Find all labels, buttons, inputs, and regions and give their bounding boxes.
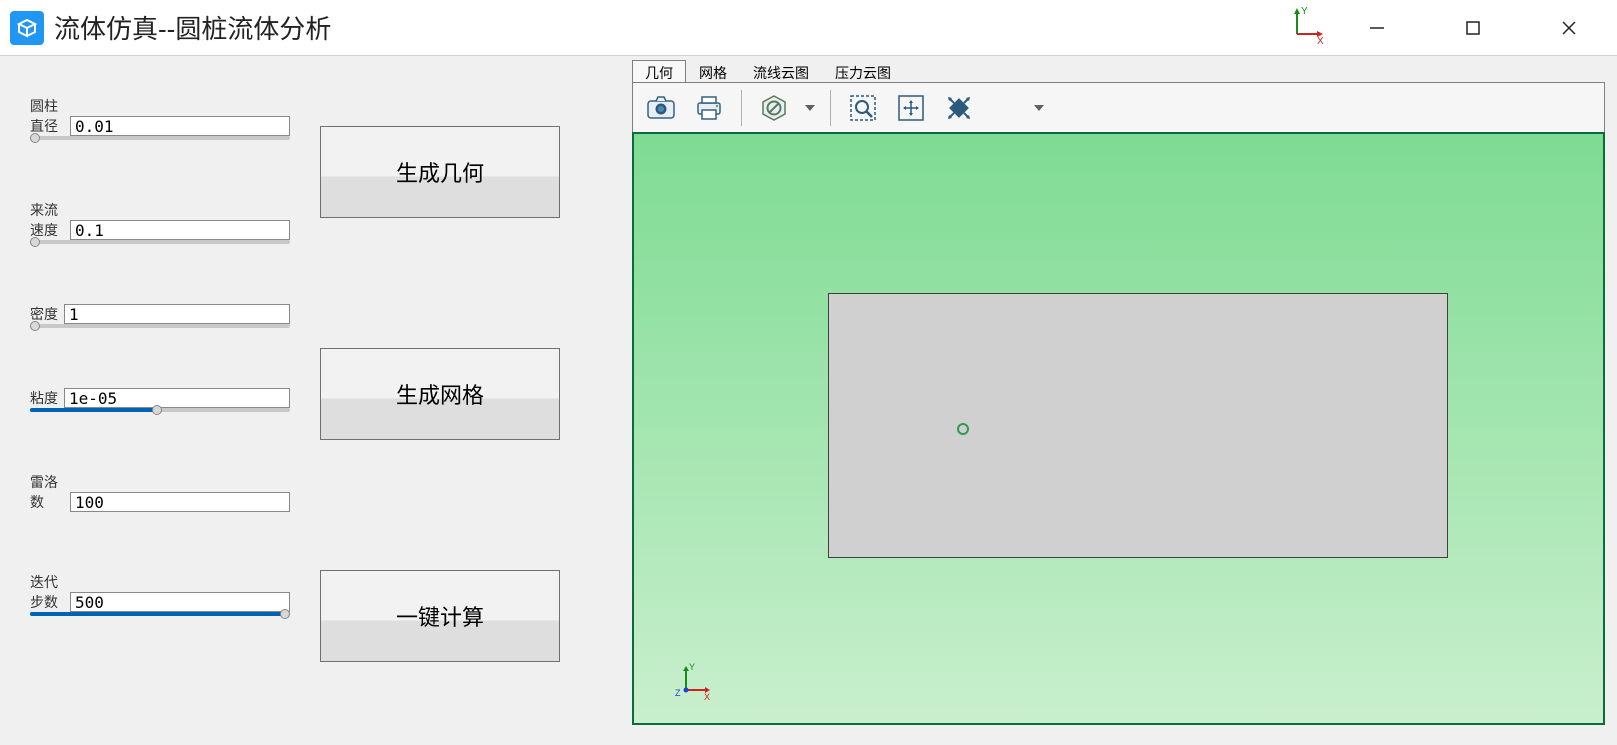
- param-input[interactable]: [70, 592, 290, 612]
- svg-text:Z: Z: [675, 688, 681, 698]
- param-4: 雷洛数: [30, 472, 290, 512]
- param-input[interactable]: [70, 220, 290, 240]
- main-area: 圆柱直径来流速度密度粘度雷洛数迭代步数 生成几何 生成网格 一键计算 几何网格流…: [0, 56, 1617, 745]
- parameters-panel: 圆柱直径来流速度密度粘度雷洛数迭代步数: [0, 56, 320, 745]
- param-2: 密度: [30, 304, 290, 328]
- param-slider[interactable]: [30, 324, 290, 328]
- minimize-button[interactable]: [1329, 0, 1425, 55]
- axis-triad-icon: Y X: [1287, 4, 1327, 49]
- viewport-3d[interactable]: Y X Z: [632, 132, 1605, 725]
- block-dropdown[interactable]: [800, 105, 820, 111]
- geometry-cylinder-circle: [957, 423, 969, 435]
- axis-y-label: Y: [1301, 6, 1308, 17]
- svg-text:X: X: [704, 692, 710, 700]
- param-5: 迭代步数: [30, 572, 290, 616]
- generate-geometry-button[interactable]: 生成几何: [320, 126, 560, 218]
- param-slider[interactable]: [30, 240, 290, 244]
- camera-icon[interactable]: [639, 89, 683, 127]
- param-3: 粘度: [30, 388, 290, 412]
- param-input[interactable]: [64, 388, 290, 408]
- tab-1[interactable]: 网格: [686, 60, 740, 82]
- tab-2[interactable]: 流线云图: [740, 60, 822, 82]
- block-icon[interactable]: [752, 89, 796, 127]
- param-label: 圆柱直径: [30, 96, 64, 136]
- tab-0[interactable]: 几何: [632, 60, 686, 82]
- param-label: 来流速度: [30, 200, 64, 240]
- viewport-toolbar: Y X: [632, 82, 1605, 132]
- window-title: 流体仿真--圆桩流体分析: [54, 9, 331, 46]
- tab-3[interactable]: 压力云图: [822, 60, 904, 82]
- axis-dropdown[interactable]: [1029, 105, 1049, 111]
- window-controls: [1329, 0, 1617, 55]
- param-slider[interactable]: [30, 408, 290, 412]
- param-input[interactable]: [70, 492, 290, 512]
- param-slider[interactable]: [30, 136, 290, 140]
- chevron-down-icon: [805, 105, 815, 111]
- fit-view-icon[interactable]: [889, 89, 933, 127]
- maximize-button[interactable]: [1425, 0, 1521, 55]
- param-label: 迭代步数: [30, 572, 64, 612]
- zoom-area-icon[interactable]: [841, 89, 885, 127]
- param-label: 粘度: [30, 388, 58, 408]
- param-0: 圆柱直径: [30, 96, 290, 140]
- svg-text:Y: Y: [689, 662, 695, 672]
- param-1: 来流速度: [30, 200, 290, 244]
- view-tabs: 几何网格流线云图压力云图: [632, 60, 1605, 82]
- close-button[interactable]: [1521, 0, 1617, 55]
- toolbar-separator: [741, 90, 742, 126]
- param-input[interactable]: [70, 116, 290, 136]
- axis-x-label: X: [1317, 36, 1324, 44]
- chevron-down-icon: [1034, 105, 1044, 111]
- param-label: 雷洛数: [30, 472, 64, 512]
- actions-panel: 生成几何 生成网格 一键计算: [320, 56, 620, 745]
- calculate-button[interactable]: 一键计算: [320, 570, 560, 662]
- param-slider[interactable]: [30, 612, 290, 616]
- app-icon: [10, 11, 44, 45]
- titlebar: 流体仿真--圆桩流体分析: [0, 0, 1617, 56]
- print-icon[interactable]: [687, 89, 731, 127]
- param-input[interactable]: [64, 304, 290, 324]
- geometry-domain-rect: [828, 293, 1448, 558]
- expand-icon[interactable]: [937, 89, 981, 127]
- viewport-panel: 几何网格流线云图压力云图: [620, 56, 1617, 745]
- corner-axis-triad: Y X Z: [672, 660, 716, 705]
- toolbar-separator: [830, 90, 831, 126]
- generate-mesh-button[interactable]: 生成网格: [320, 348, 560, 440]
